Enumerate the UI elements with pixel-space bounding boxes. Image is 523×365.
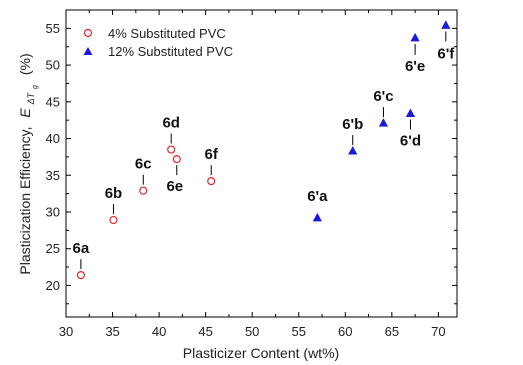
y-axis-title-subsubscript: g (32, 85, 39, 89)
data-point-6f (207, 177, 216, 186)
point-label: 6'b (342, 116, 363, 133)
point-label: 6'e (405, 58, 425, 75)
data-point-6c (139, 186, 148, 195)
annotation-leader-lines (80, 31, 447, 270)
point-label: 6'c (373, 88, 393, 105)
y-tick-label: 25 (46, 241, 60, 256)
data-point-6pf (441, 20, 451, 29)
legend-marker-series-2 (83, 47, 93, 55)
x-tick-label: 35 (105, 324, 119, 339)
data-point-6b (109, 215, 118, 225)
y-axis-title: Plasticization Efficiency, E ΔT g (%) (17, 53, 40, 274)
x-tick-label: 45 (198, 324, 212, 339)
point-annotations: 6a 6b 6c 6d 6e 6f 6'a 6'b 6'c 6'd 6'e 6'f (73, 45, 456, 257)
y-axis-title-subscript: ΔT (26, 91, 36, 105)
legend-marker-series-1 (83, 28, 93, 38)
legend: 4% Substituted PVC 12% Substituted PVC (83, 26, 233, 59)
x-tick-label: 60 (338, 324, 352, 339)
legend-label-series-1: 4% Substituted PVC (108, 26, 226, 41)
point-label: 6'f (437, 45, 455, 62)
point-label: 6e (166, 178, 183, 195)
plot-frame (65, 9, 458, 318)
x-tick-label: 50 (245, 324, 259, 339)
x-tick-label: 65 (385, 324, 399, 339)
legend-label-series-2: 12% Substituted PVC (108, 44, 233, 59)
data-point-6pd (405, 108, 416, 118)
y-tick-label: 40 (46, 131, 60, 146)
y-axis-ticks: 20 25 30 35 40 45 50 55 (46, 21, 457, 305)
data-point-6pe (410, 32, 420, 42)
point-label: 6c (135, 156, 152, 173)
point-label: 6d (162, 115, 180, 132)
x-tick-label: 40 (152, 324, 166, 339)
point-label: 6b (105, 185, 123, 202)
y-tick-label: 20 (46, 278, 60, 293)
point-label: 6a (73, 240, 90, 257)
point-label: 6'a (307, 188, 328, 205)
y-tick-label: 50 (46, 58, 60, 73)
y-axis-title-unit: (%) (17, 53, 33, 75)
data-points (76, 20, 451, 280)
y-tick-label: 55 (46, 21, 60, 36)
y-tick-label: 35 (46, 168, 60, 183)
x-tick-label: 70 (431, 324, 445, 339)
data-point-6pa (312, 212, 322, 222)
data-point-6pb (348, 146, 358, 155)
data-point-6pc (378, 118, 389, 127)
x-axis-title: Plasticizer Content (wt%) (183, 345, 339, 361)
data-point-6d (167, 145, 176, 154)
data-point-6a (76, 271, 85, 280)
y-axis-title-main: Plasticization Efficiency, (17, 127, 33, 275)
point-label: 6f (205, 146, 219, 163)
x-tick-label: 55 (292, 324, 306, 339)
y-tick-label: 45 (46, 94, 60, 109)
point-label: 6'd (400, 133, 421, 150)
svg-text:Plasticization Efficiency,: Plasticization Efficiency, E ΔT g (%) (17, 53, 40, 274)
x-axis-ticks: 30 35 40 45 50 55 60 65 70 (59, 10, 446, 339)
x-tick-label: 30 (59, 324, 73, 339)
y-axis-title-symbol: E (17, 108, 33, 118)
data-point-6e (172, 154, 181, 164)
y-tick-label: 30 (46, 204, 60, 219)
